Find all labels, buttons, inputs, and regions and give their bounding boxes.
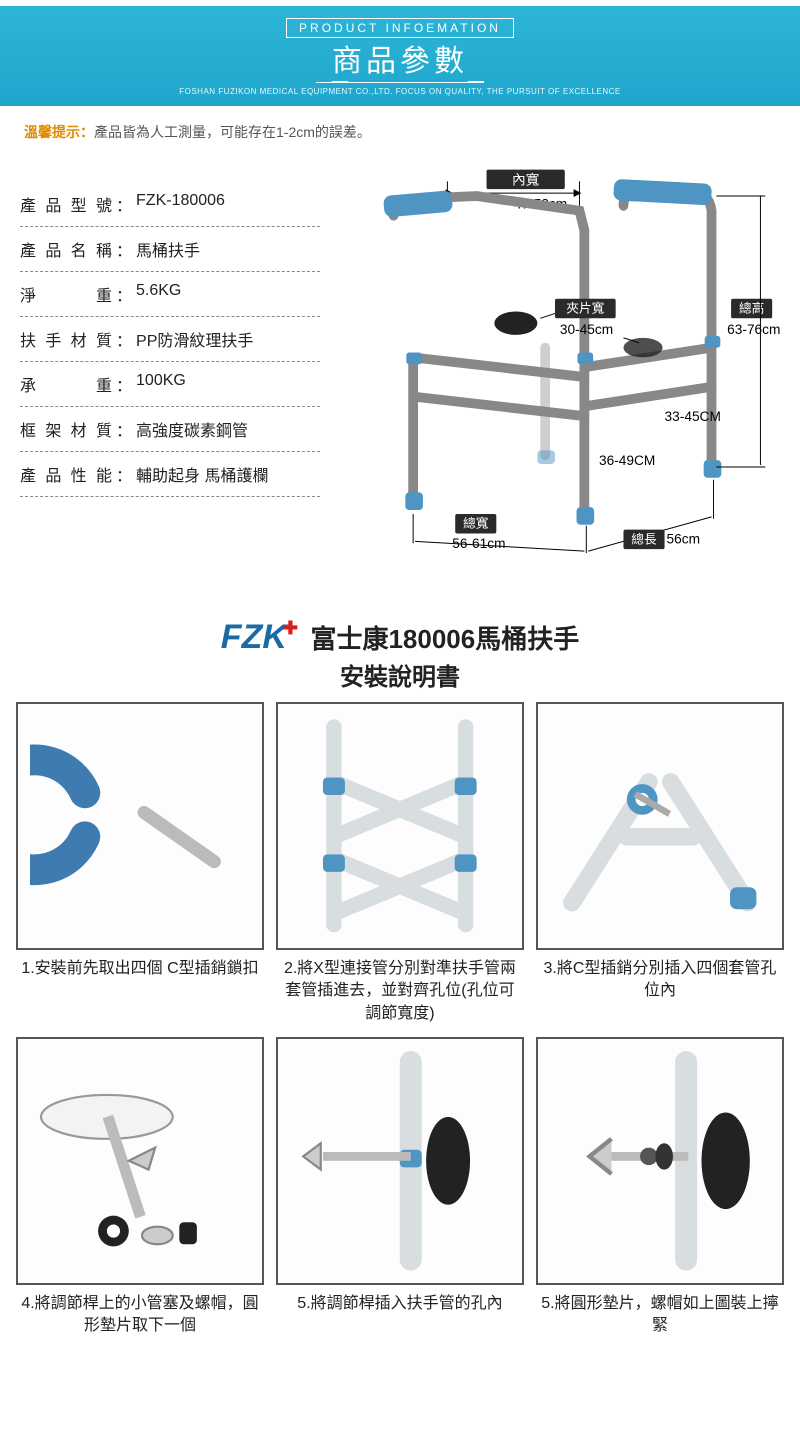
install-caption: 1.安裝前先取出四個 C型插銷鎖扣	[16, 950, 264, 980]
install-caption: 5.將調節桿插入扶手管的孔內	[276, 1285, 524, 1315]
spec-row: 扶手材質：PP防滑紋理扶手	[20, 317, 320, 362]
plus-icon: ✚	[283, 618, 298, 638]
install-grid: 1.安裝前先取出四個 C型插銷鎖扣 2.將X型連接管分別對準扶手管兩套管插進去，並…	[0, 702, 800, 1354]
spec-value: 5.6KG	[136, 282, 320, 306]
spec-row: 產品型號：FZK-180006	[20, 182, 320, 227]
spec-label: 淨 重	[20, 282, 112, 306]
dim-leg-lower: 36-49CM	[599, 453, 655, 468]
dim-clip-label: 夾片寬	[566, 300, 604, 315]
install-caption: 4.將調節桿上的小管塞及螺帽，圓形墊片取下一個	[16, 1285, 264, 1338]
spec-value: PP防滑紋理扶手	[136, 327, 320, 351]
product-info-banner: PRODUCT INFOEMATION 商品參數 FOSHAN FUZIKON …	[0, 0, 800, 106]
install-thumb	[276, 1037, 524, 1285]
warm-note: 溫馨提示：產品皆為人工測量，可能存在1-2cm的誤差。	[0, 106, 800, 152]
install-step: 5.將調節桿插入扶手管的孔內	[276, 1037, 524, 1338]
install-thumb	[16, 702, 264, 950]
install-title-1: 富士康180006馬桶扶手	[310, 619, 579, 656]
dim-length: 56cm	[667, 531, 700, 546]
note-label: 溫馨提示：	[24, 124, 94, 140]
dim-length-label: 總長	[631, 531, 657, 546]
install-step: 4.將調節桿上的小管塞及螺帽，圓形墊片取下一個	[16, 1037, 264, 1338]
install-thumb	[276, 702, 524, 950]
dim-width-label: 總寬	[463, 516, 489, 531]
install-thumb	[16, 1037, 264, 1285]
spec-row: 淨 重：5.6KG	[20, 272, 320, 317]
dim-height: 63-76cm	[727, 322, 780, 337]
install-caption: 3.將C型插銷分別插入四個套管孔位內	[536, 950, 784, 1003]
install-step: 2.將X型連接管分別對準扶手管兩套管插進去，並對齊孔位(孔位可調節寬度)	[276, 702, 524, 1025]
install-step: 5.將圓形墊片，螺帽如上圖裝上擰緊	[536, 1037, 784, 1338]
spec-table: 產品型號：FZK-180006產品名稱：馬桶扶手淨 重：5.6KG扶手材質：PP…	[20, 182, 320, 568]
spec-row: 產品名稱：馬桶扶手	[20, 227, 320, 272]
install-step: 1.安裝前先取出四個 C型插銷鎖扣	[16, 702, 264, 1025]
spec-value: 高強度碳素鋼管	[136, 417, 320, 441]
spec-value: FZK-180006	[136, 192, 320, 216]
dim-inner-width-label: 內寬	[512, 171, 540, 187]
install-title-2: 安裝說明書	[0, 657, 800, 692]
dim-clip: 30-45cm	[560, 322, 613, 337]
spec-label: 扶手材質	[20, 327, 112, 351]
spec-area: 產品型號：FZK-180006產品名稱：馬桶扶手淨 重：5.6KG扶手材質：PP…	[0, 152, 800, 598]
spec-label: 承 重	[20, 372, 112, 396]
spec-label: 產品型號	[20, 192, 112, 216]
banner-title: 商品參數	[316, 36, 484, 83]
install-caption: 5.將圓形墊片，螺帽如上圖裝上擰緊	[536, 1285, 784, 1338]
dimension-diagram: 內寬 47-52cm	[330, 152, 780, 568]
install-caption: 2.將X型連接管分別對準扶手管兩套管插進去，並對齊孔位(孔位可調節寬度)	[276, 950, 524, 1025]
spec-label: 框架材質	[20, 417, 112, 441]
install-thumb	[536, 1037, 784, 1285]
banner-subtitle: FOSHAN FUZIKON MEDICAL EQUIPMENT CO.,LTD…	[0, 87, 800, 96]
spec-label: 產品名稱	[20, 237, 112, 261]
spec-row: 框架材質：高強度碳素鋼管	[20, 407, 320, 452]
fzk-logo: FZK✚	[221, 618, 298, 657]
dim-width: 56-61cm	[452, 536, 505, 551]
spec-label: 產品性能	[20, 462, 112, 486]
install-thumb	[536, 702, 784, 950]
spec-row: 承 重：100KG	[20, 362, 320, 407]
spec-value: 馬桶扶手	[136, 237, 320, 261]
spec-value: 輔助起身 馬桶護欄	[136, 462, 320, 486]
install-header: FZK✚ 富士康180006馬桶扶手 安裝說明書	[0, 618, 800, 692]
spec-value: 100KG	[136, 372, 320, 396]
banner-eyebrow: PRODUCT INFOEMATION	[286, 18, 514, 38]
dim-leg-upper: 33-45CM	[665, 409, 721, 424]
install-step: 3.將C型插銷分別插入四個套管孔位內	[536, 702, 784, 1025]
note-text: 產品皆為人工測量，可能存在1-2cm的誤差。	[94, 124, 371, 140]
spec-row: 產品性能：輔助起身 馬桶護欄	[20, 452, 320, 497]
